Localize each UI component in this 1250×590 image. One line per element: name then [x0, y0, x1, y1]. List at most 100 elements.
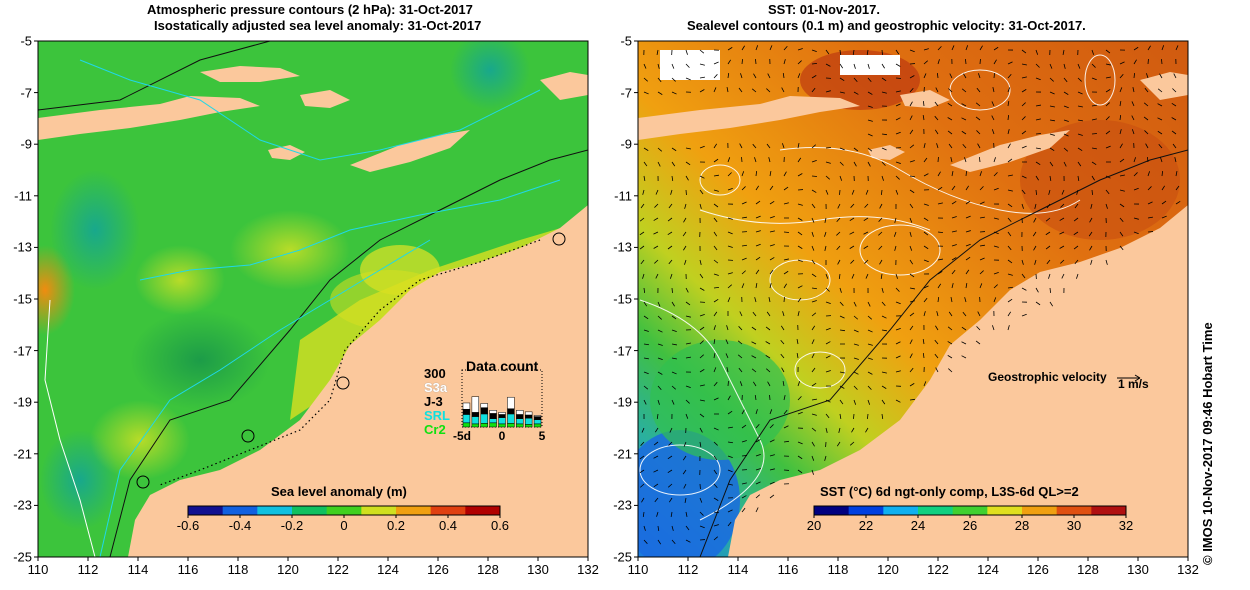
velocity-arrow: [797, 245, 803, 249]
velocity-arrow: [1131, 101, 1135, 107]
velocity-arrow: [657, 525, 660, 532]
velocity-arrow: [657, 343, 663, 346]
velocity-arrow: [1133, 187, 1139, 191]
y-tick-label: -21: [13, 446, 32, 462]
velocity-arrow: [699, 63, 705, 66]
left-title-line2: Isostatically adjusted sea level anomaly…: [154, 18, 482, 33]
velocity-arrow: [853, 329, 859, 333]
velocity-arrow: [699, 340, 704, 345]
velocity-arrow: [769, 185, 774, 191]
histogram-bar-s3a: [471, 396, 480, 413]
velocity-arrow: [1157, 103, 1163, 107]
x-tick-label: 126: [1027, 562, 1049, 577]
velocity-arrow: [811, 427, 817, 432]
velocity-arrow: [867, 315, 873, 320]
data-count-histogram: [461, 369, 543, 428]
velocity-arrow: [839, 385, 845, 389]
velocity-arrow: [671, 343, 677, 346]
velocity-arrow: [825, 49, 830, 55]
histogram-bar-j-3: [489, 413, 497, 419]
velocity-arrow: [1147, 186, 1152, 191]
velocity-arrow: [934, 339, 939, 345]
velocity-arrow: [811, 469, 814, 475]
velocity-arrow: [683, 217, 687, 223]
velocity-arrow: [824, 217, 827, 223]
histogram-bar-s3a: [507, 396, 515, 409]
velocity-arrow: [909, 49, 915, 53]
velocity-arrow: [643, 175, 646, 181]
velocity-arrow: [895, 77, 902, 79]
velocity-arrow: [853, 63, 856, 69]
left-pressure-contour: [109, 149, 588, 557]
velocity-arrow: [783, 270, 789, 275]
colorbar-tick-label: 26: [962, 518, 978, 533]
velocity-arrow: [881, 315, 887, 319]
velocity-arrow: [853, 91, 859, 95]
velocity-arrow: [1049, 77, 1054, 82]
velocity-arrow: [909, 300, 915, 303]
velocity-arrow: [713, 174, 719, 177]
colorbar-segment: [1022, 506, 1058, 515]
velocity-arrow: [780, 353, 785, 359]
histogram-x-tick: -5d: [453, 429, 471, 443]
velocity-arrow: [713, 74, 718, 79]
velocity-arrow: [1049, 175, 1052, 181]
velocity-arrow: [755, 256, 761, 261]
velocity-arrow: [727, 172, 732, 177]
velocity-arrow: [922, 100, 925, 107]
velocity-arrow: [1161, 170, 1164, 177]
right-island-java-timor: [638, 96, 860, 140]
velocity-arrow: [685, 356, 691, 359]
left-anomaly-blob: [230, 210, 350, 290]
histogram-bar-cr2: [489, 422, 497, 428]
velocity-arrow: [935, 87, 939, 93]
velocity-arrow: [1105, 49, 1111, 54]
x-tick-label: 122: [927, 562, 949, 577]
velocity-arrow: [909, 287, 915, 290]
histogram-bar-srl: [489, 418, 497, 424]
velocity-arrow: [839, 371, 845, 374]
velocity-arrow: [851, 273, 855, 279]
y-tick-label: -11: [14, 188, 32, 204]
velocity-arrow: [849, 245, 855, 249]
velocity-arrow: [657, 301, 661, 307]
velocity-arrow: [1007, 143, 1011, 149]
velocity-arrow: [825, 370, 831, 373]
velocity-arrow: [1173, 73, 1177, 79]
velocity-arrow: [909, 398, 916, 401]
x-tick-label: 122: [327, 562, 349, 577]
velocity-arrow: [865, 427, 869, 433]
velocity-arrow: [947, 130, 953, 135]
velocity-arrow: [699, 384, 705, 387]
left-island-timor: [350, 130, 470, 172]
velocity-arrow: [948, 88, 953, 93]
velocity-arrow: [863, 231, 869, 235]
velocity-arrow: [657, 315, 662, 320]
velocity-arrow: [1048, 189, 1051, 195]
velocity-arrow: [1021, 259, 1024, 265]
velocity-arrow: [1147, 201, 1153, 205]
velocity-arrow: [951, 230, 957, 233]
velocity-arrow: [699, 314, 705, 317]
velocity-arrow: [643, 539, 648, 544]
velocity-arrow: [699, 203, 702, 209]
velocity-arrow: [881, 161, 886, 166]
velocity-arrow: [1049, 91, 1055, 95]
velocity-arrow: [713, 339, 716, 345]
velocity-arrow: [909, 231, 912, 237]
velocity-arrow: [1035, 161, 1041, 166]
velocity-arrow: [782, 143, 785, 149]
velocity-arrow: [639, 217, 645, 222]
velocity-arrow: [1049, 105, 1055, 108]
velocity-arrow: [950, 297, 953, 303]
histogram-bar-cr2: [524, 424, 533, 428]
velocity-arrow: [961, 326, 967, 331]
velocity-arrow: [765, 326, 771, 331]
velocity-arrow: [1063, 91, 1069, 95]
velocity-arrow: [751, 368, 757, 373]
velocity-arrow: [1143, 116, 1149, 121]
velocity-arrow: [951, 45, 955, 51]
velocity-arrow: [895, 131, 901, 135]
velocity-arrow: [783, 258, 789, 261]
velocity-arrow: [923, 297, 928, 303]
